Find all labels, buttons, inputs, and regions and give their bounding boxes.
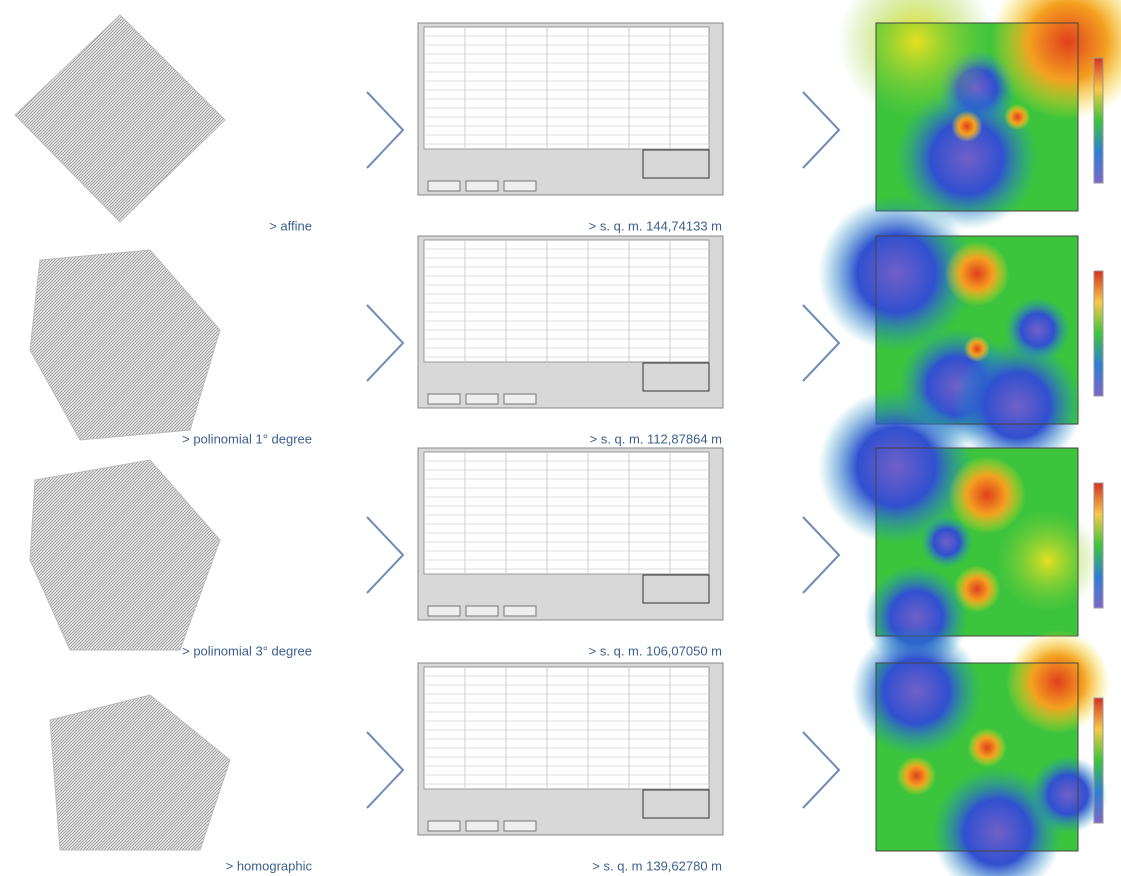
heatmap-blob — [818, 195, 975, 352]
heatmap — [818, 195, 1083, 471]
table-body — [423, 26, 710, 150]
map-image — [14, 14, 226, 223]
map-image — [29, 249, 221, 441]
button — [465, 393, 499, 405]
heatmap-blob — [989, 0, 1121, 120]
button — [465, 820, 499, 832]
heatmap-blob — [967, 728, 1007, 768]
method-label: > polinomial 1° degree — [182, 431, 312, 446]
arrow — [366, 516, 405, 594]
arrow — [366, 304, 405, 382]
heatmap-blob — [1028, 755, 1107, 834]
button — [503, 393, 537, 405]
heatmap-blob — [995, 508, 1100, 613]
arrow — [366, 731, 405, 809]
highlight-box — [642, 149, 710, 179]
highlight-box — [642, 362, 710, 392]
method-label: > homographic — [226, 858, 313, 873]
button — [465, 180, 499, 192]
highlight-box — [642, 789, 710, 819]
rmse-label: > s. q. m 139,62780 m — [592, 858, 722, 873]
heatmap-blob — [952, 340, 1083, 471]
button — [503, 180, 537, 192]
rmse-label: > s. q. m. 112,87864 m — [590, 431, 722, 446]
heatmap-frame — [875, 22, 1079, 212]
heatmap-blob — [948, 456, 1027, 534]
button — [427, 180, 461, 192]
method-label: > affine — [269, 218, 312, 233]
colorbar — [1093, 57, 1104, 184]
button — [465, 605, 499, 617]
highlight-box — [642, 574, 710, 604]
arrow — [802, 516, 841, 594]
heatmap-frame — [875, 235, 1079, 425]
colorbar — [1093, 697, 1104, 824]
button — [427, 820, 461, 832]
heatmap-blob — [895, 86, 1039, 230]
heatmap-blob — [920, 516, 973, 568]
heatmap-blob — [951, 110, 983, 142]
arrow — [366, 91, 405, 169]
heatmap-blob — [851, 626, 982, 757]
colorbar — [1093, 270, 1104, 397]
rmse-label: > s. q. m. 106,07050 m — [589, 643, 722, 658]
heatmap-frame — [875, 662, 1079, 852]
map-image — [49, 694, 231, 851]
map-image — [29, 459, 221, 651]
button — [427, 393, 461, 405]
heatmap-blob — [1004, 104, 1031, 130]
colorbar — [1093, 482, 1104, 609]
heatmap — [851, 626, 1110, 876]
method-label: > polinomial 3° degree — [182, 643, 312, 658]
rmse-label: > s. q. m. 144,74133 m — [589, 218, 722, 233]
heatmap-blob — [1005, 629, 1110, 734]
button — [503, 820, 537, 832]
heatmap — [838, 0, 1121, 230]
heatmap-blob — [838, 0, 995, 120]
button — [427, 605, 461, 617]
heatmap-frame — [875, 447, 1079, 637]
button — [503, 605, 537, 617]
arrow — [802, 91, 841, 169]
heatmap-blob — [944, 241, 1010, 307]
arrow — [802, 731, 841, 809]
heatmap-blob — [896, 756, 936, 796]
arrow — [802, 304, 841, 382]
table-body — [423, 239, 710, 363]
table-body — [423, 666, 710, 790]
table-body — [423, 451, 710, 575]
heatmap-blob — [818, 388, 975, 545]
